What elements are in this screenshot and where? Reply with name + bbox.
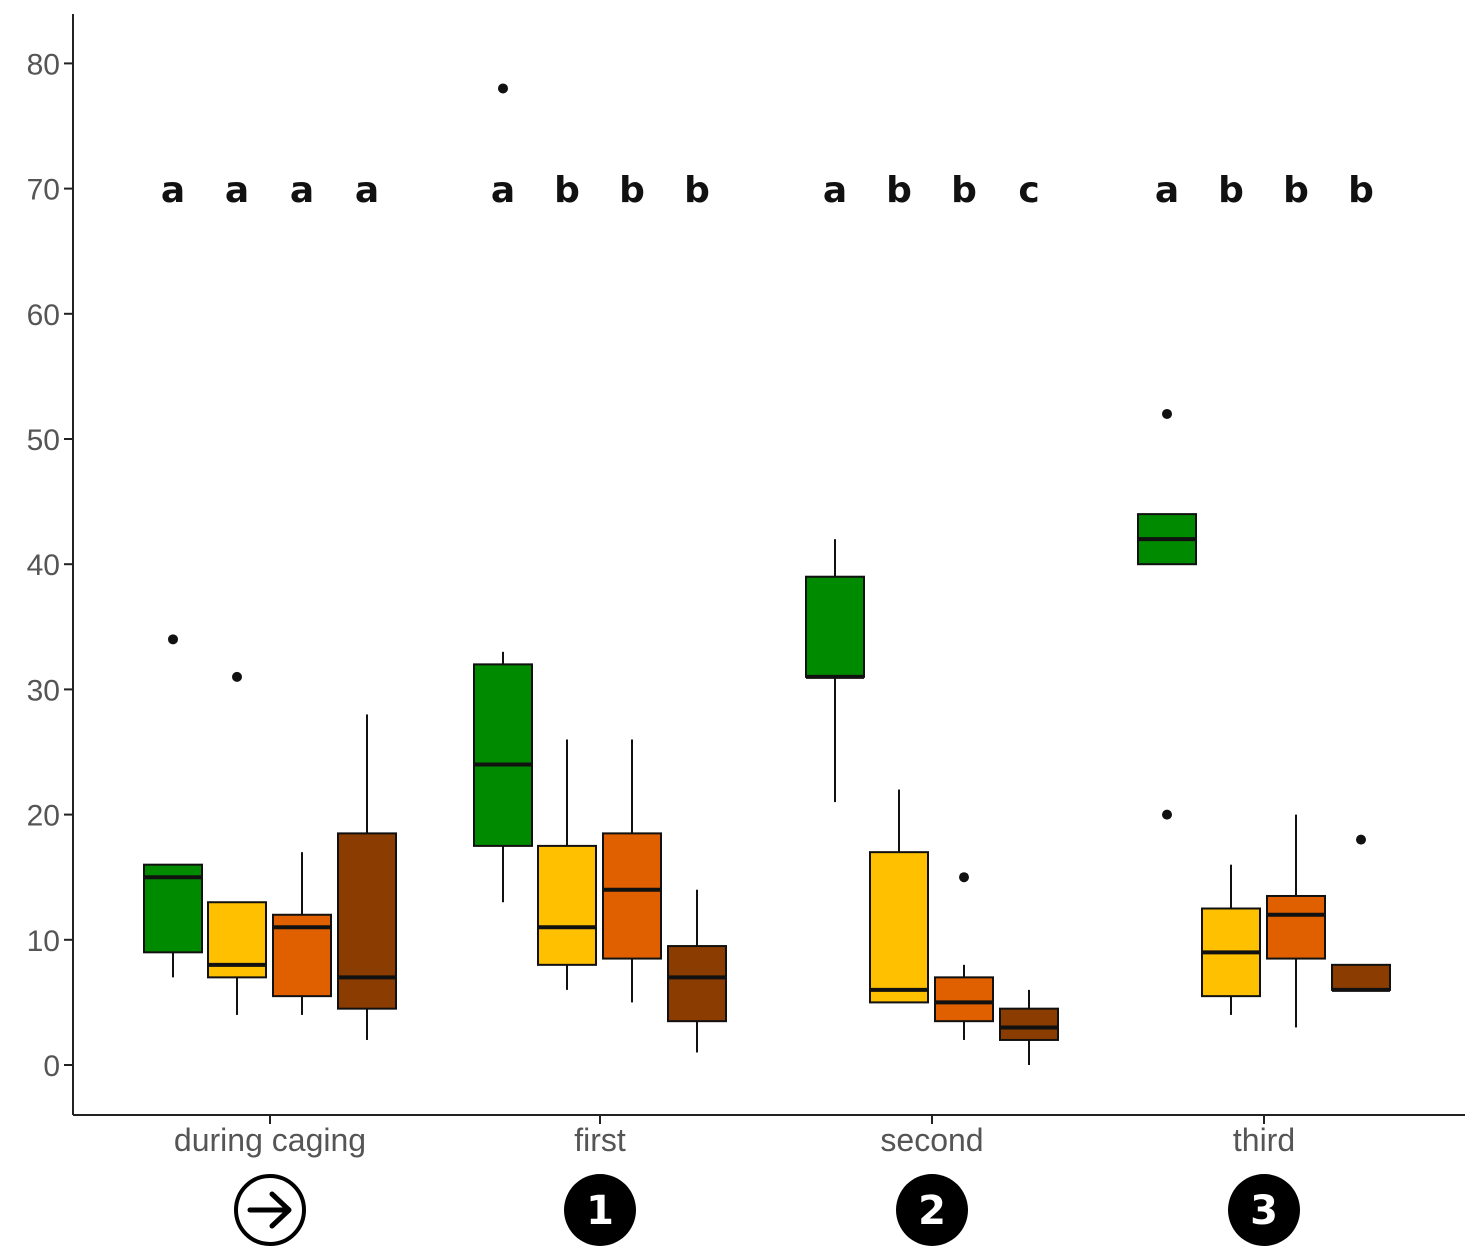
arrow-head	[269, 1191, 292, 1229]
significance-letter: a	[1155, 170, 1179, 211]
y-tick-label: 10	[27, 925, 60, 958]
number-badge-circle	[564, 1174, 636, 1246]
significance-letter: b	[886, 170, 912, 211]
significance-letter: a	[491, 170, 515, 211]
y-tick-label: 0	[43, 1050, 60, 1083]
number-badge-icon: 2	[896, 1174, 968, 1246]
y-tick-label: 50	[27, 424, 60, 457]
x-tick-label: second	[880, 1122, 983, 1158]
box	[473, 663, 533, 847]
box	[337, 832, 397, 1010]
y-tick-label: 20	[27, 800, 60, 833]
number-badge-icon: 1	[564, 1174, 636, 1246]
box	[667, 945, 727, 1023]
box	[602, 832, 662, 960]
number-badge-circle	[896, 1174, 968, 1246]
y-tick-label: 40	[27, 549, 60, 582]
number-badge-text: 1	[586, 1188, 614, 1234]
number-badge-icon: 3	[1228, 1174, 1300, 1246]
box	[805, 575, 865, 678]
significance-letter: b	[1283, 170, 1309, 211]
box	[537, 844, 597, 966]
x-tick-label: during caging	[174, 1122, 366, 1158]
box	[1266, 894, 1326, 960]
significance-letter: b	[619, 170, 645, 211]
x-tick-label: third	[1233, 1122, 1295, 1158]
x-tick-label: first	[574, 1122, 626, 1158]
significance-letter: b	[951, 170, 977, 211]
y-tick-label: 60	[27, 299, 60, 332]
significance-letter: c	[1018, 170, 1039, 211]
box	[143, 863, 203, 954]
significance-letter: a	[225, 170, 249, 211]
box	[869, 851, 929, 1004]
number-badge-text: 2	[918, 1188, 946, 1234]
number-badge-text: 3	[1250, 1188, 1278, 1234]
significance-letter: a	[823, 170, 847, 211]
outlier-point	[498, 83, 508, 94]
y-tick-label: 30	[27, 674, 60, 707]
box	[999, 1007, 1059, 1041]
significance-letter: a	[161, 170, 185, 211]
significance-letter: b	[684, 170, 710, 211]
significance-letter: b	[554, 170, 580, 211]
outlier-point	[168, 634, 178, 645]
number-badge-circle	[1228, 1174, 1300, 1246]
significance-letter: b	[1218, 170, 1244, 211]
outlier-point	[1162, 809, 1172, 820]
significance-letter: b	[1348, 170, 1374, 211]
box	[1331, 963, 1391, 991]
y-tick-label: 80	[27, 48, 60, 81]
y-tick-label: 70	[27, 174, 60, 207]
significance-letter: a	[290, 170, 314, 211]
arrow-circle-icon	[234, 1174, 306, 1246]
significance-letter: a	[355, 170, 379, 211]
outlier-point	[232, 671, 242, 682]
box	[934, 976, 994, 1023]
outlier-point	[959, 872, 969, 883]
outlier-point	[1356, 834, 1366, 845]
outlier-point	[1162, 408, 1172, 419]
